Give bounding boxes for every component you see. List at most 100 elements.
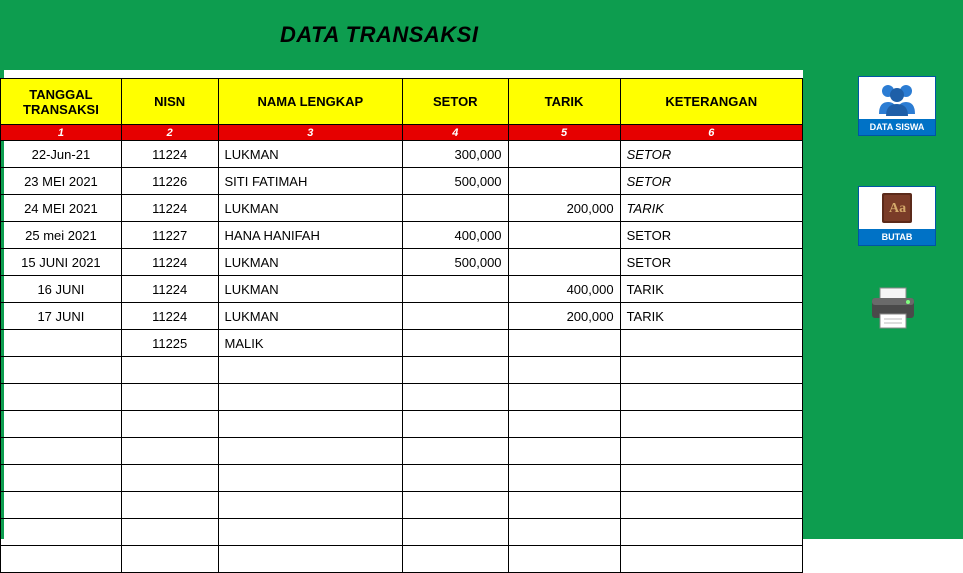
cell[interactable]: 25 mei 2021 xyxy=(1,222,122,249)
cell-empty[interactable] xyxy=(403,357,508,384)
cell-empty[interactable] xyxy=(218,357,403,384)
cell[interactable] xyxy=(403,276,508,303)
table-row[interactable]: 24 MEI 202111224LUKMAN200,000TARIK xyxy=(1,195,803,222)
cell[interactable]: TARIK xyxy=(620,195,802,222)
cell-empty[interactable] xyxy=(508,546,620,573)
cell-empty[interactable] xyxy=(1,546,122,573)
cell-empty[interactable] xyxy=(620,546,802,573)
cell-empty[interactable] xyxy=(121,384,218,411)
cell[interactable]: 11224 xyxy=(121,303,218,330)
cell[interactable]: TARIK xyxy=(620,303,802,330)
cell-empty[interactable] xyxy=(1,411,122,438)
cell-empty[interactable] xyxy=(508,411,620,438)
cell-empty[interactable] xyxy=(218,519,403,546)
cell[interactable] xyxy=(403,303,508,330)
table-row[interactable]: 23 MEI 202111226SITI FATIMAH500,000 SETOR xyxy=(1,168,803,195)
cell-empty[interactable] xyxy=(403,438,508,465)
cell-empty[interactable] xyxy=(620,357,802,384)
cell[interactable]: LUKMAN xyxy=(218,195,403,222)
cell-empty[interactable] xyxy=(403,465,508,492)
cell-empty[interactable] xyxy=(121,546,218,573)
table-row-empty[interactable] xyxy=(1,519,803,546)
cell-empty[interactable] xyxy=(620,492,802,519)
cell[interactable]: MALIK xyxy=(218,330,403,357)
cell-empty[interactable] xyxy=(121,519,218,546)
table-row-empty[interactable] xyxy=(1,357,803,384)
table-row[interactable]: 17 JUNI11224LUKMAN200,000TARIK xyxy=(1,303,803,330)
table-row[interactable]: 11225MALIK xyxy=(1,330,803,357)
table-row-empty[interactable] xyxy=(1,546,803,573)
cell[interactable] xyxy=(1,330,122,357)
cell-empty[interactable] xyxy=(403,492,508,519)
cell[interactable]: 400,000 xyxy=(403,222,508,249)
cell[interactable]: SITI FATIMAH xyxy=(218,168,403,195)
cell-empty[interactable] xyxy=(508,465,620,492)
table-row-empty[interactable] xyxy=(1,384,803,411)
table-row[interactable]: 22-Jun-2111224LUKMAN300,000 SETOR xyxy=(1,141,803,168)
cell[interactable] xyxy=(508,330,620,357)
cell[interactable]: 500,000 xyxy=(403,249,508,276)
cell[interactable]: 11224 xyxy=(121,195,218,222)
cell[interactable]: SETOR xyxy=(620,141,802,168)
cell[interactable] xyxy=(508,249,620,276)
cell-empty[interactable] xyxy=(620,465,802,492)
cell[interactable] xyxy=(403,195,508,222)
cell[interactable] xyxy=(403,330,508,357)
cell[interactable]: 200,000 xyxy=(508,303,620,330)
cell[interactable]: 400,000 xyxy=(508,276,620,303)
cell-empty[interactable] xyxy=(403,411,508,438)
cell-empty[interactable] xyxy=(508,357,620,384)
cell-empty[interactable] xyxy=(218,465,403,492)
cell-empty[interactable] xyxy=(620,411,802,438)
table-row-empty[interactable] xyxy=(1,492,803,519)
cell[interactable]: 11224 xyxy=(121,141,218,168)
cell-empty[interactable] xyxy=(218,492,403,519)
cell-empty[interactable] xyxy=(508,438,620,465)
cell[interactable]: 11225 xyxy=(121,330,218,357)
cell[interactable]: SETOR xyxy=(620,222,802,249)
cell-empty[interactable] xyxy=(620,384,802,411)
cell[interactable] xyxy=(508,222,620,249)
cell[interactable]: 300,000 xyxy=(403,141,508,168)
cell[interactable] xyxy=(620,330,802,357)
cell[interactable] xyxy=(508,141,620,168)
cell-empty[interactable] xyxy=(403,519,508,546)
cell-empty[interactable] xyxy=(403,546,508,573)
cell-empty[interactable] xyxy=(508,384,620,411)
table-row-empty[interactable] xyxy=(1,438,803,465)
cell-empty[interactable] xyxy=(218,546,403,573)
cell[interactable]: 11226 xyxy=(121,168,218,195)
cell[interactable]: TARIK xyxy=(620,276,802,303)
cell-empty[interactable] xyxy=(121,492,218,519)
table-row[interactable]: 16 JUNI11224LUKMAN400,000TARIK xyxy=(1,276,803,303)
cell-empty[interactable] xyxy=(121,465,218,492)
cell[interactable]: 22-Jun-21 xyxy=(1,141,122,168)
cell[interactable]: 11224 xyxy=(121,249,218,276)
cell-empty[interactable] xyxy=(508,492,620,519)
cell[interactable]: LUKMAN xyxy=(218,249,403,276)
cell-empty[interactable] xyxy=(1,465,122,492)
table-row[interactable]: 15 JUNI 202111224LUKMAN500,000SETOR xyxy=(1,249,803,276)
cell-empty[interactable] xyxy=(1,357,122,384)
cell[interactable]: 15 JUNI 2021 xyxy=(1,249,122,276)
cell-empty[interactable] xyxy=(620,438,802,465)
table-row-empty[interactable] xyxy=(1,465,803,492)
cell[interactable]: LUKMAN xyxy=(218,276,403,303)
cell-empty[interactable] xyxy=(403,384,508,411)
cell-empty[interactable] xyxy=(121,411,218,438)
cell-empty[interactable] xyxy=(1,519,122,546)
cell-empty[interactable] xyxy=(218,384,403,411)
cell-empty[interactable] xyxy=(121,357,218,384)
cell-empty[interactable] xyxy=(1,492,122,519)
table-row-empty[interactable] xyxy=(1,411,803,438)
cell[interactable]: SETOR xyxy=(620,168,802,195)
table-row[interactable]: 25 mei 202111227HANA HANIFAH400,000SETOR xyxy=(1,222,803,249)
cell-empty[interactable] xyxy=(121,438,218,465)
cell[interactable]: LUKMAN xyxy=(218,303,403,330)
cell[interactable]: 500,000 xyxy=(403,168,508,195)
cell-empty[interactable] xyxy=(1,384,122,411)
cell[interactable]: LUKMAN xyxy=(218,141,403,168)
cell[interactable]: 200,000 xyxy=(508,195,620,222)
cell[interactable]: 23 MEI 2021 xyxy=(1,168,122,195)
cell-empty[interactable] xyxy=(218,438,403,465)
